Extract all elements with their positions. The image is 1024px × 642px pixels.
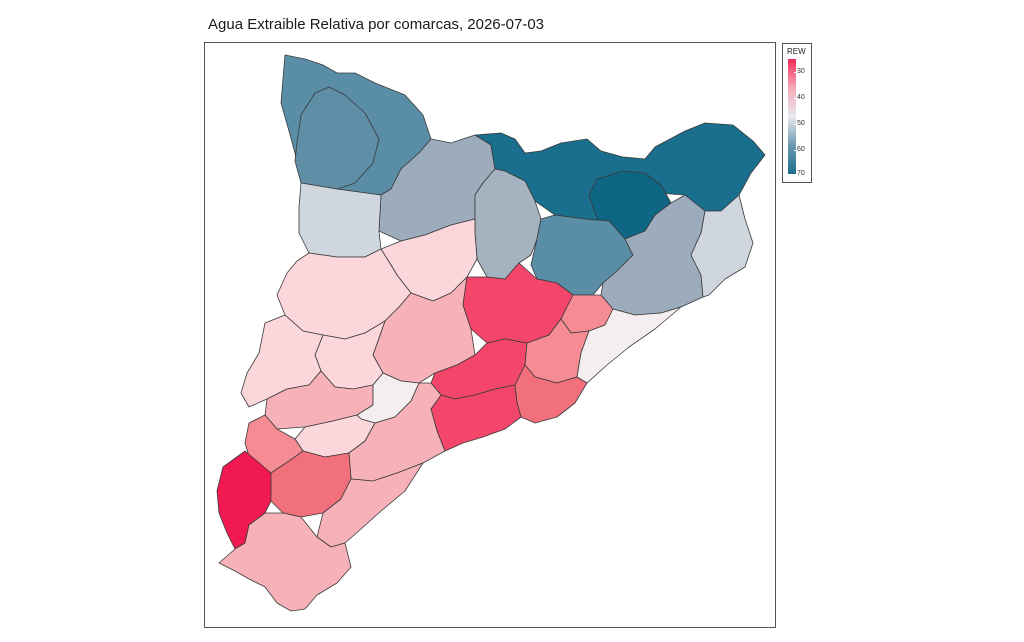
map-canvas bbox=[216, 54, 766, 612]
map-panel bbox=[204, 42, 776, 628]
legend-tick-30: 30 bbox=[794, 68, 805, 75]
legend-colorbar bbox=[788, 59, 796, 174]
legend-title: REW bbox=[787, 47, 806, 56]
legend-tick-50: 50 bbox=[794, 120, 805, 127]
legend: REW 30 40 50 60 70 bbox=[782, 43, 812, 183]
region-montsia[interactable] bbox=[218, 512, 352, 612]
legend-tick-60: 60 bbox=[794, 146, 805, 153]
region-baix-emporda[interactable] bbox=[690, 194, 754, 298]
region-noguera-north[interactable] bbox=[298, 182, 382, 258]
map-title: Agua Extraible Relativa por comarcas, 20… bbox=[208, 16, 545, 33]
region-ribagorca[interactable] bbox=[294, 86, 380, 190]
legend-tick-40: 40 bbox=[794, 94, 805, 101]
legend-tick-70: 70 bbox=[794, 170, 805, 177]
